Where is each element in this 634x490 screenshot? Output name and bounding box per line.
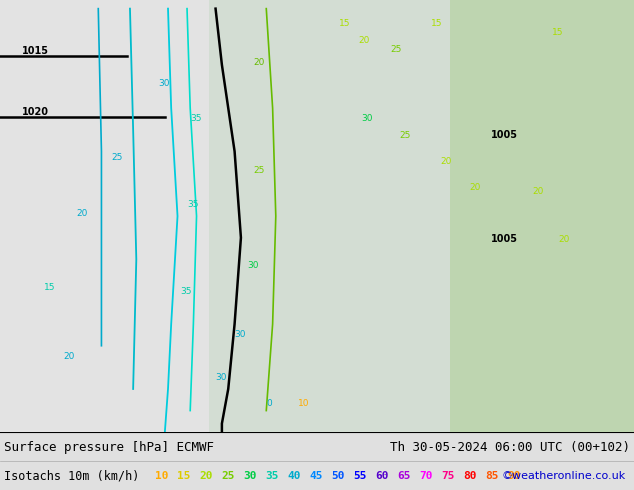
Text: Surface pressure [hPa] ECMWF: Surface pressure [hPa] ECMWF xyxy=(4,441,214,454)
Text: 90: 90 xyxy=(507,471,521,481)
Text: 80: 80 xyxy=(463,471,477,481)
Text: 20: 20 xyxy=(469,183,481,192)
Text: 30: 30 xyxy=(247,261,259,270)
Text: 20: 20 xyxy=(199,471,212,481)
Text: 15: 15 xyxy=(431,19,443,28)
Text: 35: 35 xyxy=(181,287,192,296)
Text: 55: 55 xyxy=(353,471,366,481)
Text: 15: 15 xyxy=(552,27,563,37)
Text: 25: 25 xyxy=(390,45,401,54)
Text: 75: 75 xyxy=(441,471,455,481)
Text: 20: 20 xyxy=(358,36,370,45)
Bar xyxy=(209,0,450,432)
Text: 30: 30 xyxy=(158,79,170,88)
Text: 70: 70 xyxy=(419,471,432,481)
Text: 20: 20 xyxy=(533,188,544,196)
Text: 85: 85 xyxy=(485,471,498,481)
Bar xyxy=(0,0,209,432)
Text: 1005: 1005 xyxy=(491,130,519,140)
Text: 20: 20 xyxy=(441,157,452,166)
Text: ©weatheronline.co.uk: ©weatheronline.co.uk xyxy=(501,471,626,481)
Text: 1005: 1005 xyxy=(491,234,519,244)
Text: 25: 25 xyxy=(399,131,411,140)
Text: 20: 20 xyxy=(76,209,87,218)
Text: 20: 20 xyxy=(254,58,265,67)
Text: 20: 20 xyxy=(63,352,75,361)
Text: 10: 10 xyxy=(155,471,169,481)
Text: 35: 35 xyxy=(187,200,198,209)
Text: 60: 60 xyxy=(375,471,389,481)
Text: 50: 50 xyxy=(331,471,344,481)
Text: 15: 15 xyxy=(44,283,56,292)
Text: 20: 20 xyxy=(558,235,569,244)
Text: 1020: 1020 xyxy=(22,106,49,117)
Text: Th 30-05-2024 06:00 UTC (00+102): Th 30-05-2024 06:00 UTC (00+102) xyxy=(390,441,630,454)
Text: 45: 45 xyxy=(309,471,323,481)
Text: 25: 25 xyxy=(221,471,235,481)
Text: 10: 10 xyxy=(298,399,309,408)
Text: 15: 15 xyxy=(339,19,351,28)
Text: 30: 30 xyxy=(216,373,227,382)
Bar xyxy=(450,0,634,432)
Text: 40: 40 xyxy=(287,471,301,481)
Text: 35: 35 xyxy=(190,114,202,123)
Text: Isotachs 10m (km/h): Isotachs 10m (km/h) xyxy=(4,469,139,483)
Text: 30: 30 xyxy=(361,114,373,123)
Text: 65: 65 xyxy=(397,471,410,481)
Text: 15: 15 xyxy=(177,471,190,481)
Text: 1015: 1015 xyxy=(22,46,49,56)
Text: 30: 30 xyxy=(243,471,257,481)
Text: 35: 35 xyxy=(265,471,278,481)
Text: 25: 25 xyxy=(111,153,122,162)
Text: 30: 30 xyxy=(235,330,246,339)
Text: 25: 25 xyxy=(254,166,265,175)
Text: 0: 0 xyxy=(266,399,272,408)
